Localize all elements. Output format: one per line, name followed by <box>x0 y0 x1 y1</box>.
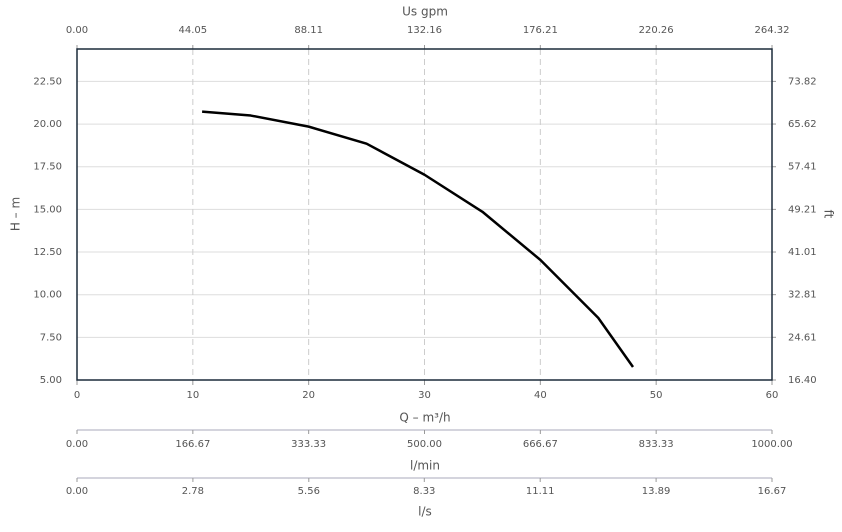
tick-label: 44.05 <box>179 25 208 36</box>
tick-label: 666.67 <box>523 439 558 450</box>
ls-axis-title: l/s <box>418 505 432 519</box>
y-tick-label: 22.50 <box>33 76 62 87</box>
y-tick-label: 7.50 <box>40 332 62 343</box>
tick-label: 176.21 <box>523 25 558 36</box>
y-tick-label: 12.50 <box>33 247 62 258</box>
tick-label: 0.00 <box>66 439 88 450</box>
y2-tick-label: 73.82 <box>788 76 817 87</box>
tick-label: 132.16 <box>407 25 442 36</box>
top-axis-title: Us gpm <box>402 5 448 19</box>
plot-frame <box>76 48 773 381</box>
y2-axis-title: ft <box>822 210 836 219</box>
y2-tick-label: 32.81 <box>788 290 817 301</box>
y-tick-label: 10.00 <box>33 290 62 301</box>
tick-label: 500.00 <box>407 439 442 450</box>
tick-label: 220.26 <box>639 25 674 36</box>
x-tick-label: 60 <box>766 390 779 401</box>
tick-label: 166.67 <box>175 439 210 450</box>
y2-tick-label: 24.61 <box>788 332 817 343</box>
y2-tick-label: 65.62 <box>788 119 817 130</box>
tick-label: 8.33 <box>413 486 435 497</box>
x-tick-label: 20 <box>302 390 315 401</box>
tick-label: 0.00 <box>66 25 88 36</box>
x-axis-title: Q – m³/h <box>399 411 450 425</box>
x-tick-label: 50 <box>650 390 663 401</box>
tick-label: 2.78 <box>182 486 204 497</box>
y2-tick-label: 57.41 <box>788 162 817 173</box>
tick-label: 833.33 <box>639 439 674 450</box>
y-axis-title: H – m <box>9 197 23 231</box>
pump-curve <box>201 110 635 368</box>
y-tick-label: 20.00 <box>33 119 62 130</box>
x-tick-label: 0 <box>74 390 80 401</box>
y-tick-label: 15.00 <box>33 204 62 215</box>
y2-tick-label: 49.21 <box>788 204 817 215</box>
tick-label: 0.00 <box>66 486 88 497</box>
tick-label: 5.56 <box>298 486 320 497</box>
tick-label: 333.33 <box>291 439 326 450</box>
tick-label: 264.32 <box>755 25 790 36</box>
y2-tick-label: 41.01 <box>788 247 817 258</box>
y-tick-label: 17.50 <box>33 162 62 173</box>
lmin-axis-title: l/min <box>410 459 440 473</box>
y-tick-label: 5.00 <box>40 375 62 386</box>
y2-tick-label: 16.40 <box>788 375 817 386</box>
x-tick-label: 30 <box>418 390 431 401</box>
tick-label: 88.11 <box>294 25 323 36</box>
tick-label: 1000.00 <box>751 439 792 450</box>
tick-label: 16.67 <box>758 486 787 497</box>
x-tick-label: 10 <box>186 390 199 401</box>
tick-label: 13.89 <box>642 486 671 497</box>
tick-label: 11.11 <box>526 486 555 497</box>
x-tick-label: 40 <box>534 390 547 401</box>
